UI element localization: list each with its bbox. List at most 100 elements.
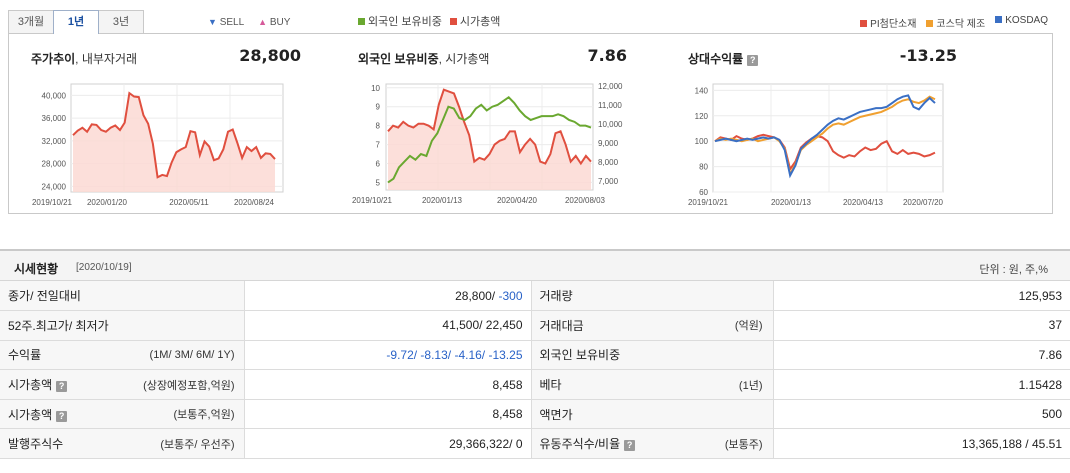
legend-foreign-label: 외국인 보유비중: [368, 16, 442, 28]
row-label2: 외국인 보유비중: [531, 340, 774, 371]
y-tick-label: 40,000: [42, 91, 67, 100]
row-label: 시가총액? (보통주,억원): [0, 399, 245, 430]
row-label2-text: 베타: [539, 378, 562, 393]
x-tick-label: 2020/07/20: [903, 198, 944, 207]
y-tick-label: 28,000: [42, 160, 67, 169]
row-value2: 125,953: [773, 281, 1070, 312]
x-tick-label: 2020/01/20: [87, 198, 128, 207]
price-chart[interactable]: 40,000 36,000 32,000 28,000 24,000 2019/10/21…: [9, 34, 309, 214]
table-row: 발행주식수 (보통주/ 우선주) 29,366,322/ 0 유동주식수/비율? (보통…: [0, 428, 1070, 460]
legend-foreign: 외국인 보유비중: [358, 13, 442, 29]
x-tick-label: 2019/10/21: [688, 198, 729, 207]
foreign-ownership-line: [387, 95, 592, 184]
legend-pi: PI첨단소재: [860, 15, 916, 30]
triangle-down-icon: ▼: [208, 17, 217, 27]
row-label: 시가총액? (상장예정포함,억원): [0, 369, 245, 400]
price-subtitle-text: , 내부자거래: [75, 52, 138, 66]
y-right-tick-label: 11,000: [598, 101, 622, 110]
row-value: 29,366,322/ 0: [244, 428, 532, 460]
row-label2-text: 거래대금: [539, 318, 584, 333]
row-value: 41,500/ 22,450: [244, 310, 532, 341]
blue-square-icon: [995, 16, 1003, 23]
row-label-text: 수익률: [8, 348, 42, 363]
row-label2: 거래량: [531, 281, 774, 312]
y-tick-label: 100: [695, 137, 709, 146]
tab-3years[interactable]: 3년: [98, 10, 144, 34]
buy-legend: ▲ BUY: [258, 17, 290, 28]
row-label: 종가/ 전일대비: [0, 281, 245, 312]
tab-1year[interactable]: 1년: [53, 10, 99, 34]
row-value: -9.72/ -8.13/ -4.16/ -13.25: [244, 340, 532, 371]
foreign-subtitle-text: , 시가총액: [438, 52, 490, 66]
y-right-tick-label: 7,000: [598, 177, 619, 186]
x-tick-label: 2020/04/20: [497, 196, 538, 205]
help-icon[interactable]: ?: [56, 381, 68, 393]
section-header: 시세현황 [2020/10/19] 단위 : 원, 주,%: [0, 249, 1070, 281]
foreign-chart[interactable]: 10 9 8 7 6 5 12,000 11,000 10,000 9,000 8,000 7,000…: [349, 34, 649, 214]
buy-label: BUY: [269, 17, 291, 28]
sell-label: SELL: [219, 17, 245, 28]
y-tick-label: 24,000: [42, 182, 67, 191]
y-left-tick-label: 5: [376, 178, 381, 187]
y-tick-label: 140: [695, 86, 709, 95]
foreign-chart-value: 7.86: [587, 46, 627, 65]
legend-marketcap: 시가총액: [449, 13, 501, 29]
red-square-icon: [860, 20, 868, 27]
tab-3months[interactable]: 3개월: [8, 10, 54, 34]
table-row: 52주.최고가/ 최저가 41,500/ 22,450 거래대금 (억원) 37: [0, 310, 1070, 341]
sell-legend: ▼ SELL: [208, 17, 244, 28]
row-value: 8,458: [244, 369, 532, 400]
x-tick-label: 2020/05/11: [169, 198, 209, 207]
table-row: 시가총액? (보통주,억원) 8,458 액면가 500: [0, 399, 1070, 430]
row-value: 8,458: [244, 399, 532, 430]
row-label2-text: 유동주식수/비율: [539, 437, 621, 452]
row-label: 발행주식수 (보통주/ 우선주): [0, 428, 245, 460]
y-right-tick-label: 12,000: [598, 82, 623, 91]
row-value-main: 8,458: [492, 407, 523, 422]
x-tick-label: 2020/01/13: [422, 196, 463, 205]
relative-chart-title: 상대수익률?: [688, 50, 759, 67]
row-label2: 액면가: [531, 399, 774, 430]
row-label2-note: (억원): [734, 320, 763, 333]
section-unit: 단위 : 원, 주,%: [979, 264, 1048, 276]
legend-marketcap-label: 시가총액: [459, 16, 501, 28]
y-left-tick-label: 8: [376, 122, 381, 131]
trade-legend: ▼ SELL ▲ BUY: [208, 17, 290, 28]
foreign-chart-title: 외국인 보유비중, 시가총액: [358, 50, 489, 67]
row-label2: 거래대금 (억원): [531, 310, 774, 341]
row-label2-text: 액면가: [539, 407, 573, 422]
help-icon[interactable]: ?: [624, 440, 636, 452]
row-label-text: 발행주식수: [8, 437, 64, 452]
section-date: [2020/10/19]: [76, 262, 132, 273]
y-tick-label: 60: [699, 188, 708, 197]
row-label2-text: 외국인 보유비중: [539, 348, 621, 363]
legend-kosdaq-label: KOSDAQ: [1005, 15, 1048, 26]
help-icon[interactable]: ?: [747, 55, 759, 66]
row-label2-text: 거래량: [539, 289, 573, 304]
row-value2: 7.86: [773, 340, 1070, 371]
price-table: 종가/ 전일대비 28,800/ -300 거래량 125,953 52주.최고가/ 최…: [0, 281, 1070, 460]
x-tick-label: 2019/10/21: [32, 198, 73, 207]
mid-legend: 외국인 보유비중 시가총액: [358, 13, 500, 29]
y-left-tick-label: 6: [376, 160, 381, 169]
relative-title-text: 상대수익률: [688, 52, 744, 66]
relative-legend: PI첨단소재 코스닥 제조 KOSDAQ: [860, 15, 1048, 30]
y-right-tick-label: 8,000: [598, 158, 619, 167]
row-value: 28,800/ -300: [244, 281, 532, 312]
foreign-chart-box: 외국인 보유비중, 시가총액 7.86 10 9 8 7 6 5 12,000 11,000 1…: [349, 34, 649, 214]
marketcap-area: [388, 89, 591, 190]
table-row: 종가/ 전일대비 28,800/ -300 거래량 125,953: [0, 281, 1070, 312]
y-tick-label: 80: [699, 163, 708, 172]
row-label-note: (1M/ 3M/ 6M/ 1Y): [149, 348, 235, 361]
y-tick-label: 36,000: [42, 114, 67, 123]
legend-kosdaq-mfg: 코스닥 제조: [926, 15, 985, 30]
row-label-note: (상장예정포함,억원): [143, 379, 235, 392]
y-left-tick-label: 9: [376, 103, 381, 112]
row-label-note: (보통주/ 우선주): [160, 438, 235, 451]
help-icon[interactable]: ?: [56, 410, 68, 422]
row-label2: 유동주식수/비율? (보통주): [531, 428, 774, 460]
row-value2: 13,365,188 / 45.51: [773, 428, 1070, 460]
legend-pi-label: PI첨단소재: [870, 19, 917, 30]
relative-chart-box: 상대수익률? -13.25 140 120 100 80 60 2019/10/21 202…: [681, 34, 971, 214]
